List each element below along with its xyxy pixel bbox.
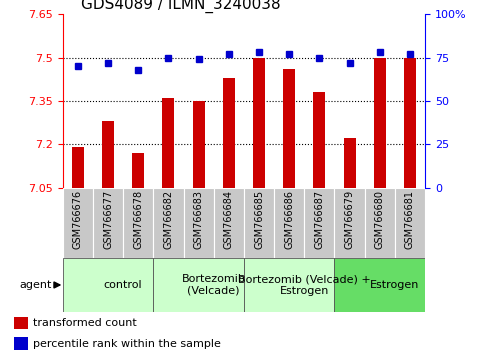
Bar bbox=[184, 188, 213, 258]
Text: GSM766676: GSM766676 bbox=[73, 190, 83, 249]
Bar bbox=[132, 153, 144, 188]
Bar bbox=[244, 188, 274, 258]
Text: GSM766681: GSM766681 bbox=[405, 190, 415, 249]
Bar bbox=[154, 258, 244, 312]
Bar bbox=[334, 258, 425, 312]
Text: GSM766680: GSM766680 bbox=[375, 190, 385, 249]
Text: GSM766685: GSM766685 bbox=[254, 190, 264, 249]
Bar bbox=[404, 58, 416, 188]
Bar bbox=[374, 58, 386, 188]
Bar bbox=[102, 121, 114, 188]
Bar bbox=[334, 188, 365, 258]
Text: GSM766677: GSM766677 bbox=[103, 190, 113, 249]
Bar bbox=[193, 101, 205, 188]
Bar bbox=[365, 188, 395, 258]
Bar bbox=[283, 69, 295, 188]
Bar bbox=[93, 188, 123, 258]
Bar bbox=[343, 138, 355, 188]
Bar bbox=[395, 188, 425, 258]
Text: control: control bbox=[104, 280, 142, 290]
Bar bbox=[313, 92, 326, 188]
Bar bbox=[213, 188, 244, 258]
Text: transformed count: transformed count bbox=[33, 318, 137, 329]
Text: GSM766679: GSM766679 bbox=[344, 190, 355, 249]
Bar bbox=[223, 78, 235, 188]
Text: GDS4089 / ILMN_3240038: GDS4089 / ILMN_3240038 bbox=[81, 0, 281, 13]
Text: GSM766678: GSM766678 bbox=[133, 190, 143, 249]
Text: percentile rank within the sample: percentile rank within the sample bbox=[33, 339, 221, 349]
Bar bbox=[154, 188, 184, 258]
Bar bbox=[63, 188, 93, 258]
Bar bbox=[304, 188, 334, 258]
Bar bbox=[253, 58, 265, 188]
Text: agent: agent bbox=[20, 280, 52, 290]
Text: GSM766684: GSM766684 bbox=[224, 190, 234, 249]
Bar bbox=[63, 258, 154, 312]
Text: Bortezomib (Velcade) +
Estrogen: Bortezomib (Velcade) + Estrogen bbox=[238, 274, 370, 296]
Text: GSM766683: GSM766683 bbox=[194, 190, 204, 249]
Text: Bortezomib
(Velcade): Bortezomib (Velcade) bbox=[182, 274, 246, 296]
Bar bbox=[244, 258, 334, 312]
Text: GSM766686: GSM766686 bbox=[284, 190, 294, 249]
Text: GSM766687: GSM766687 bbox=[314, 190, 325, 249]
Bar bbox=[72, 147, 84, 188]
Bar bbox=[123, 188, 154, 258]
Bar bbox=[14, 316, 28, 329]
Text: GSM766682: GSM766682 bbox=[163, 190, 173, 249]
Text: Estrogen: Estrogen bbox=[370, 280, 420, 290]
Bar bbox=[14, 337, 28, 350]
Bar bbox=[274, 188, 304, 258]
Bar bbox=[162, 98, 174, 188]
